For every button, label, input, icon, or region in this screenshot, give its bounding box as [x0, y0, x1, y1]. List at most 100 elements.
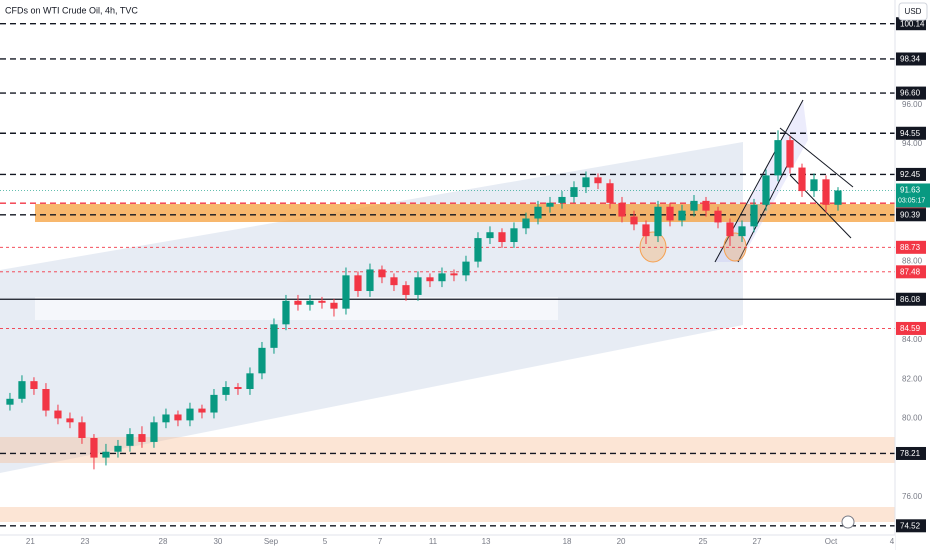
candle-body	[294, 300, 302, 305]
y-tick-label: 76.00	[902, 492, 923, 501]
candle-body	[726, 222, 734, 237]
candle-body	[810, 179, 818, 192]
candle-body	[282, 300, 290, 325]
candle-body	[450, 273, 458, 276]
candle-body	[618, 202, 626, 217]
candle-body	[42, 389, 50, 411]
level-label: 98.34	[900, 55, 921, 64]
candle-body	[66, 418, 74, 423]
candle-body	[690, 200, 698, 211]
x-tick-label: 30	[213, 537, 222, 546]
y-tick-label: 96.00	[902, 100, 923, 109]
candle-body	[582, 177, 590, 188]
candle-body	[306, 300, 314, 305]
x-tick-label: 5	[323, 537, 328, 546]
x-tick-label: 27	[753, 537, 762, 546]
y-tick-label: 84.00	[902, 335, 923, 344]
events-icon[interactable]	[841, 515, 855, 529]
candle-body	[630, 216, 638, 225]
candle-body	[114, 445, 122, 452]
candle-body	[102, 451, 110, 458]
candle-body	[78, 422, 86, 438]
candle-body	[150, 422, 158, 442]
y-tick-label: 94.00	[902, 139, 923, 148]
candle-body	[654, 206, 662, 237]
candle-body	[510, 228, 518, 243]
level-tag	[896, 240, 926, 254]
candle-body	[606, 183, 614, 203]
price-label: 91.63	[900, 186, 921, 195]
level-tag	[896, 52, 926, 66]
demand-zone	[0, 507, 895, 522]
level-tag	[896, 292, 926, 306]
x-tick-label: 18	[563, 537, 572, 546]
axis-labels: 96.00 94.00 88.00 84.00 82.00 80.00 76.00 21 23 2…	[26, 17, 930, 546]
candle-body	[486, 232, 494, 239]
x-tick-label: Oct	[825, 537, 838, 546]
demand-zone	[0, 437, 895, 463]
time-axis	[0, 535, 895, 550]
candle-body	[390, 277, 398, 286]
x-tick-label: 23	[81, 537, 90, 546]
levels	[0, 23, 895, 527]
currency-button[interactable]	[898, 2, 928, 21]
candle-body	[330, 302, 338, 309]
candle-body	[666, 206, 674, 221]
candle-body	[570, 187, 578, 197]
x-tick-label: 11	[429, 537, 438, 546]
candle-body	[822, 179, 830, 205]
trend-line	[779, 127, 854, 188]
x-tick-label: 20	[617, 537, 626, 546]
countdown-label: 03:05:17	[898, 197, 925, 204]
candle-body	[342, 275, 350, 309]
x-tick-label: 7	[378, 537, 383, 546]
candle-body	[594, 177, 602, 184]
range-box	[35, 297, 558, 320]
candle-body	[798, 167, 806, 192]
level-label: 90.39	[900, 210, 921, 219]
candle-body	[186, 408, 194, 421]
level-label: 94.55	[900, 129, 921, 138]
candle-body	[774, 140, 782, 176]
x-tick-label: 21	[26, 537, 35, 546]
candle-body	[366, 269, 374, 292]
level-tag	[896, 265, 926, 279]
candle-body	[834, 190, 842, 205]
candle-body	[642, 224, 650, 237]
candle-body	[138, 434, 146, 442]
y-tick-label: 88.00	[902, 257, 923, 266]
x-tick-label: Sep	[264, 537, 279, 546]
candle-body	[318, 300, 326, 303]
candle-body	[198, 408, 206, 413]
candle-body	[246, 373, 254, 390]
candle-body	[174, 414, 182, 421]
x-tick-label: 28	[159, 537, 168, 546]
currency-label[interactable]: USD	[905, 7, 922, 16]
level-tag	[896, 519, 926, 533]
candle-body	[762, 175, 770, 205]
level-label: 92.45	[900, 170, 921, 179]
level-label: 86.08	[900, 295, 921, 304]
level-tag	[896, 446, 926, 460]
price-tag	[896, 183, 930, 208]
y-tick-label: 82.00	[902, 374, 923, 383]
level-tag	[896, 321, 926, 335]
trend-line	[737, 159, 791, 263]
candle-body	[354, 275, 362, 292]
candle-body	[498, 232, 506, 243]
candle-body	[750, 204, 758, 227]
candle-body	[474, 238, 482, 262]
candle-body	[18, 381, 26, 399]
candle-body	[714, 210, 722, 223]
x-tick-label: 4	[890, 537, 895, 546]
level-tag	[896, 86, 926, 100]
candle-body	[258, 347, 266, 374]
level-label: 96.60	[900, 89, 921, 98]
candle-body	[786, 140, 794, 168]
candle-body	[558, 196, 566, 203]
candle-body	[54, 410, 62, 419]
candle-body	[6, 398, 14, 405]
candle-body	[126, 434, 134, 446]
candle-body	[426, 277, 434, 282]
